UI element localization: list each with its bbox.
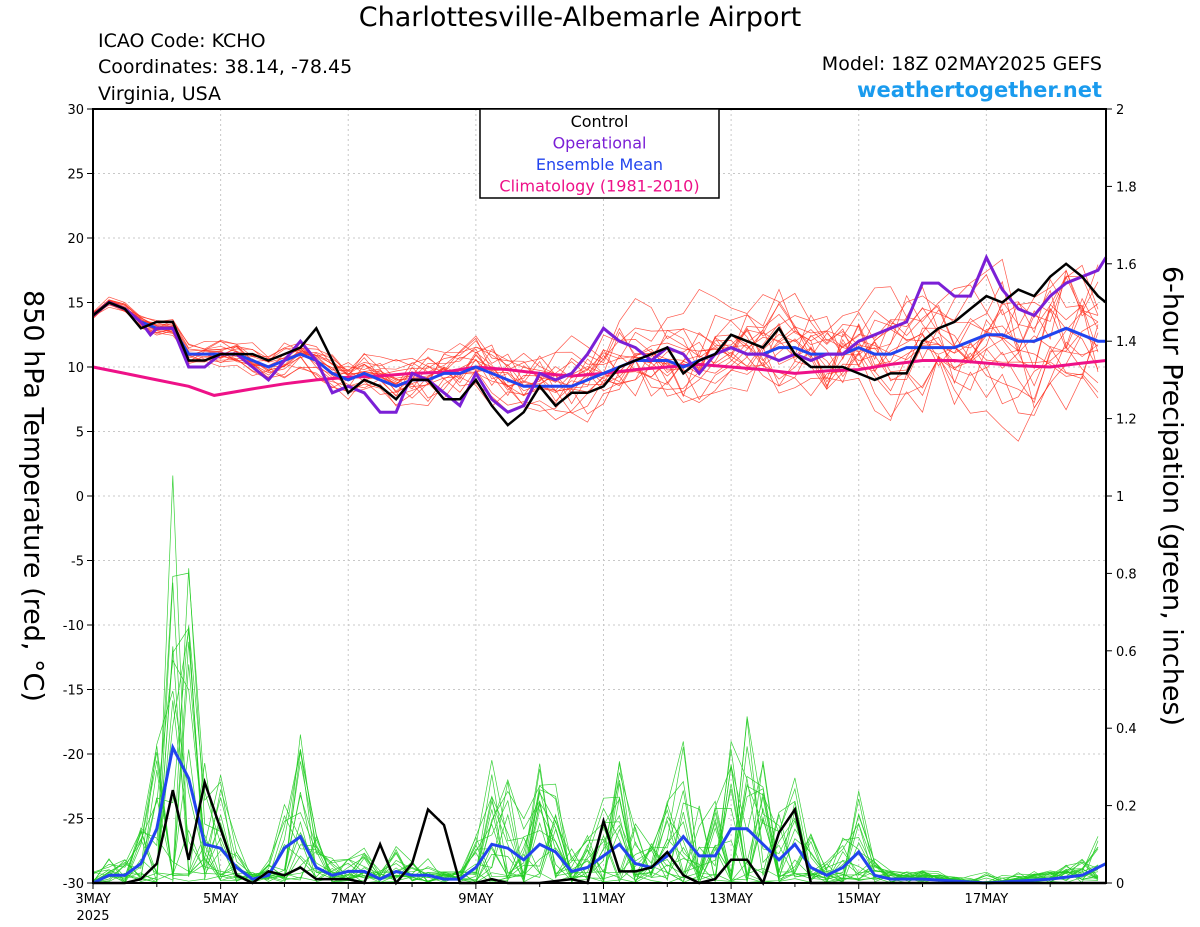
right-tick-label: 0 xyxy=(1116,877,1124,892)
left-axis-label: 850 hPa Temperature (red, °C) xyxy=(17,290,49,702)
precip-member-line xyxy=(92,764,1099,884)
right-tick-label: 1.2 xyxy=(1116,413,1137,428)
left-tick-label: 15 xyxy=(67,297,84,312)
temp-member-line xyxy=(92,295,1099,397)
x-tick-label: 7MAY xyxy=(331,892,366,907)
left-tick-label: -30 xyxy=(63,877,84,892)
right-tick-label: 0.6 xyxy=(1116,645,1137,660)
legend-operational: Operational xyxy=(553,134,647,153)
x-tick-label: 15MAY xyxy=(837,892,881,907)
x-tick-label: 5MAY xyxy=(203,892,238,907)
precip-member-line xyxy=(92,572,1099,884)
temp-member-line xyxy=(92,273,1099,405)
precip-member-line xyxy=(92,627,1099,884)
precip-member-line xyxy=(92,568,1099,884)
left-tick-label: -15 xyxy=(63,684,84,699)
coordinates: Coordinates: 38.14, -78.45 xyxy=(98,56,353,78)
right-tick-label: 1.4 xyxy=(1116,335,1137,350)
x-tick-label: 17MAY xyxy=(965,892,1009,907)
left-tick-label: -25 xyxy=(63,813,84,828)
x-tick-label: 3MAY xyxy=(75,892,110,907)
x-tick-label: 9MAY xyxy=(458,892,493,907)
grid xyxy=(93,109,1106,883)
legend-box xyxy=(479,108,720,199)
main-series xyxy=(92,253,1108,886)
legend-control: Control xyxy=(571,112,629,131)
right-tick-label: 0.8 xyxy=(1116,567,1137,582)
left-tick-label: 20 xyxy=(67,232,84,247)
precip-member-line xyxy=(92,475,1099,884)
precip-ensemble-mean-line xyxy=(92,742,1107,885)
site-link[interactable]: weathertogether.net xyxy=(857,78,1102,102)
temp-member-line xyxy=(92,301,1099,397)
temp-member-line xyxy=(92,301,1099,442)
icao-code: ICAO Code: KCHO xyxy=(98,30,266,52)
temp-control-line xyxy=(92,262,1107,427)
right-tick-label: 0.4 xyxy=(1116,722,1137,737)
x-tick-label: 13MAY xyxy=(709,892,753,907)
right-tick-label: 1.8 xyxy=(1116,180,1137,195)
model-run: Model: 18Z 02MAY2025 GEFS xyxy=(821,53,1102,75)
left-tick-label: 30 xyxy=(67,103,84,118)
left-tick-label: 0 xyxy=(76,490,84,505)
location: Virginia, USA xyxy=(98,83,222,105)
legend-climatology: Climatology (1981-2010) xyxy=(499,177,699,196)
right-tick-label: 1.6 xyxy=(1116,258,1137,273)
axis-ticks: 302520151050-5-10-15-20-25-3021.81.61.41… xyxy=(63,103,1137,924)
chart-title: Charlottesville-Albemarle Airport xyxy=(358,2,802,33)
right-tick-label: 1 xyxy=(1116,490,1124,505)
left-tick-label: 5 xyxy=(76,426,84,441)
precip-member-line xyxy=(92,582,1099,884)
left-tick-label: 25 xyxy=(67,168,84,183)
left-tick-label: -20 xyxy=(63,748,84,763)
right-axis-label: 6-hour Precipation (green, inches) xyxy=(1156,265,1188,727)
temp-member-line xyxy=(92,288,1099,404)
precip-member-line xyxy=(92,630,1099,884)
left-tick-label: -10 xyxy=(63,619,84,634)
legend: Control Operational Ensemble Mean Climatolo… xyxy=(479,108,720,199)
x-year-label: 2025 xyxy=(76,909,109,924)
temp-operational-line xyxy=(92,253,1108,414)
temp-member-line xyxy=(92,289,1099,398)
temp-member-line xyxy=(92,304,1099,423)
right-tick-label: 0.2 xyxy=(1116,800,1137,815)
left-tick-label: 10 xyxy=(67,361,84,376)
legend-ensemble-mean: Ensemble Mean xyxy=(536,155,663,174)
right-tick-label: 2 xyxy=(1116,103,1124,118)
left-tick-label: -5 xyxy=(71,555,84,570)
temp-ensemble-mean-line xyxy=(92,300,1106,388)
x-tick-label: 11MAY xyxy=(582,892,626,907)
temp-member-line xyxy=(92,298,1099,391)
